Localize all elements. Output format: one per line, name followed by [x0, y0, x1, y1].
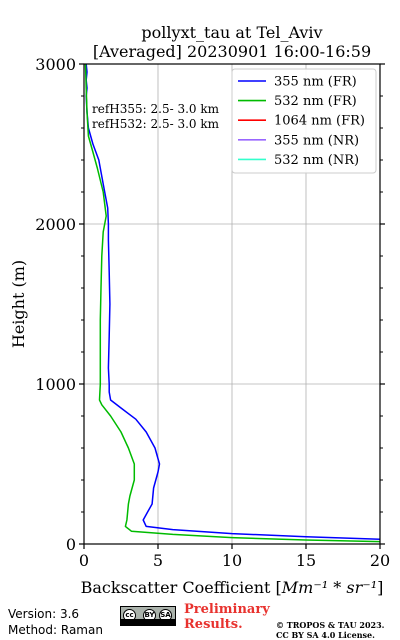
version-info: Version: 3.6 Method: Raman	[8, 606, 103, 638]
annotation-refh532: refH532: 2.5- 3.0 km	[92, 117, 220, 131]
chart-subtitle: [Averaged] 20230901 16:00-16:59	[93, 42, 371, 61]
method-text: Method: Raman	[8, 623, 103, 637]
copyright-notice: © TROPOS & TAU 2023. CC BY SA 4.0 Licens…	[276, 620, 384, 640]
x-axis-label-unit: Mm⁻¹ * sr⁻¹	[281, 578, 377, 597]
legend: 355 nm (FR) 532 nm (FR) 1064 nm (FR) 355 nm…	[231, 68, 377, 174]
x-axis-label-text: Backscatter Coefficient [	[81, 578, 282, 597]
x-tick-label: 20	[370, 551, 390, 570]
preliminary-notice: Preliminary Results.	[184, 602, 270, 632]
axis-ticks: 0 5 10 15 20 0 1000 2000 3000	[35, 55, 390, 570]
y-axis-label: Height (m)	[9, 260, 28, 348]
x-tick-label: 15	[296, 551, 316, 570]
annotation-refh355: refH355: 2.5- 3.0 km	[92, 102, 220, 116]
y-tick-label: 2000	[35, 215, 76, 234]
legend-label: 532 nm (FR)	[274, 94, 357, 109]
x-axis-label-end: ]	[377, 578, 383, 597]
series-layer	[84, 64, 380, 543]
x-tick-label: 5	[153, 551, 163, 570]
series-line-532-nm-fr-	[84, 64, 380, 543]
copyright-line-1: © TROPOS & TAU 2023.	[276, 620, 385, 630]
copyright-line-2: CC BY SA 4.0 License.	[276, 630, 375, 640]
preliminary-line-2: Results.	[184, 617, 243, 632]
cc-license-badge: cc BY SA	[120, 606, 176, 626]
legend-box	[231, 68, 377, 174]
sa-icon: SA	[159, 609, 172, 622]
legend-label: 532 nm (NR)	[274, 153, 359, 168]
x-tick-label: 0	[79, 551, 89, 570]
legend-label: 1064 nm (FR)	[274, 114, 365, 129]
x-tick-label: 10	[222, 551, 242, 570]
legend-label: 355 nm (FR)	[274, 75, 357, 90]
y-tick-label: 1000	[35, 375, 76, 394]
cc-badge-strip	[121, 619, 175, 625]
y-tick-label: 0	[66, 535, 76, 554]
preliminary-line-1: Preliminary	[184, 602, 270, 617]
x-axis-label: Backscatter Coefficient [Mm⁻¹ * sr⁻¹]	[81, 578, 384, 597]
version-text: Version: 3.6	[8, 607, 80, 621]
legend-label: 355 nm (NR)	[274, 133, 359, 148]
by-icon: BY	[143, 609, 156, 622]
chart-title: pollyxt_tau at Tel_Aviv	[141, 23, 322, 42]
y-tick-label: 3000	[35, 55, 76, 74]
